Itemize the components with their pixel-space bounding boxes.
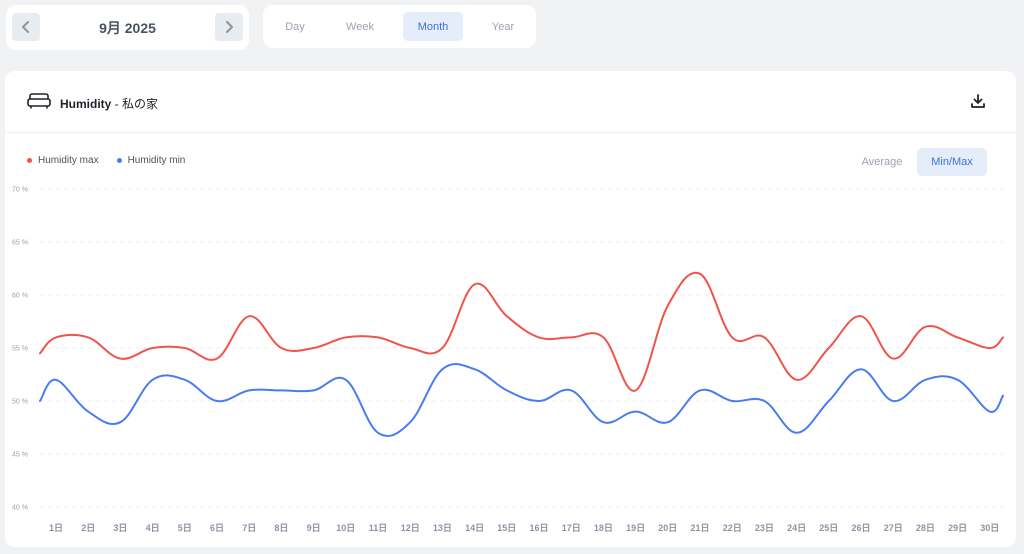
chevron-right-icon xyxy=(226,21,233,33)
chart-header: Humidity - 私の家 xyxy=(5,71,1016,133)
x-tick-label: 20日 xyxy=(658,523,677,533)
y-tick-label: 40 % xyxy=(12,505,28,512)
x-tick-label: 7日 xyxy=(242,523,256,533)
x-tick-label: 13日 xyxy=(433,523,452,533)
x-tick-label: 17日 xyxy=(562,523,581,533)
y-tick-label: 45 % xyxy=(12,452,28,459)
legend-item-max: Humidity max xyxy=(27,155,99,166)
y-tick-label: 55 % xyxy=(12,346,28,353)
chart-card: Humidity - 私の家 Humidity max Humidity min… xyxy=(5,71,1016,547)
y-tick-label: 70 % xyxy=(12,187,28,194)
tab-month[interactable]: Month xyxy=(403,12,463,41)
x-tick-label: 27日 xyxy=(884,523,903,533)
x-tick-label: 22日 xyxy=(723,523,742,533)
minmax-mode-button[interactable]: Min/Max xyxy=(917,148,987,176)
legend-label-max: Humidity max xyxy=(38,155,99,166)
metric-name: Humidity xyxy=(60,97,112,111)
chart-title: Humidity - 私の家 xyxy=(60,95,158,112)
previous-month-button[interactable] xyxy=(12,13,40,41)
series-line-humidity-min xyxy=(39,363,1004,437)
tab-day[interactable]: Day xyxy=(285,20,305,33)
x-tick-label: 2日 xyxy=(81,523,95,533)
average-mode-button[interactable]: Average xyxy=(861,156,903,168)
x-tick-label: 30日 xyxy=(980,523,999,533)
x-tick-label: 26日 xyxy=(851,523,870,533)
y-tick-label: 60 % xyxy=(12,293,28,300)
x-tick-label: 10日 xyxy=(336,523,355,533)
x-tick-label: 3日 xyxy=(113,523,127,533)
download-icon[interactable] xyxy=(970,93,986,109)
x-tick-label: 11日 xyxy=(369,523,388,533)
legend-item-min: Humidity min xyxy=(116,155,186,166)
x-tick-label: 28日 xyxy=(916,523,935,533)
x-tick-label: 15日 xyxy=(497,523,516,533)
current-month-label: 9月 2025 xyxy=(99,19,156,36)
x-tick-label: 4日 xyxy=(146,523,160,533)
legend-label-min: Humidity min xyxy=(127,155,186,166)
range-tabs: Day Week Month Year xyxy=(263,5,536,48)
tab-year[interactable]: Year xyxy=(491,20,515,33)
next-month-button[interactable] xyxy=(215,13,243,41)
chevron-left-icon xyxy=(22,21,29,33)
series-line-humidity-max xyxy=(39,271,1004,392)
y-tick-label: 65 % xyxy=(12,240,28,247)
x-tick-label: 14日 xyxy=(465,523,484,533)
y-tick-label: 50 % xyxy=(12,399,28,406)
x-tick-label: 8日 xyxy=(274,523,288,533)
tab-week[interactable]: Week xyxy=(346,20,374,33)
date-navigator: 9月 2025 xyxy=(6,5,249,50)
x-tick-label: 23日 xyxy=(755,523,774,533)
x-tick-label: 6日 xyxy=(210,523,224,533)
mode-toggle: Average Min/Max xyxy=(847,148,987,176)
legend-dot-max xyxy=(27,158,32,163)
location-name: 私の家 xyxy=(122,97,159,111)
x-tick-label: 1日 xyxy=(49,523,63,533)
x-tick-label: 5日 xyxy=(178,523,192,533)
sofa-icon xyxy=(27,93,51,109)
x-tick-label: 9日 xyxy=(307,523,321,533)
x-tick-label: 21日 xyxy=(690,523,709,533)
x-tick-label: 12日 xyxy=(401,523,420,533)
x-tick-label: 29日 xyxy=(948,523,967,533)
legend-dot-min xyxy=(116,158,122,163)
x-tick-label: 18日 xyxy=(594,523,613,533)
x-tick-label: 16日 xyxy=(529,523,548,533)
x-tick-label: 24日 xyxy=(787,523,806,533)
title-separator: - xyxy=(111,97,123,111)
x-tick-label: 25日 xyxy=(819,523,838,533)
x-tick-label: 19日 xyxy=(626,523,645,533)
chart-legend: Humidity max Humidity min xyxy=(27,155,185,166)
